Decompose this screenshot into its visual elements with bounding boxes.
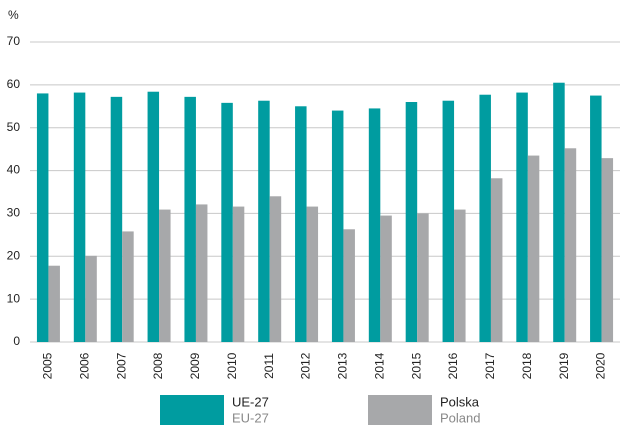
x-tick-label: 2017 bbox=[483, 352, 497, 379]
bar bbox=[343, 229, 355, 342]
x-tick-label: 2010 bbox=[225, 352, 239, 379]
bar bbox=[527, 155, 540, 342]
bar bbox=[295, 106, 307, 343]
bar bbox=[306, 206, 319, 342]
bar bbox=[331, 110, 344, 342]
bar bbox=[269, 196, 282, 342]
bar bbox=[48, 265, 60, 342]
bar bbox=[184, 96, 196, 342]
bar bbox=[232, 206, 245, 342]
x-tick-label: 2007 bbox=[114, 352, 128, 379]
x-tick-label: 2015 bbox=[409, 352, 423, 379]
x-tick-label: 2013 bbox=[336, 352, 350, 379]
bar bbox=[479, 94, 491, 342]
bar bbox=[490, 178, 503, 342]
legend-label: Polska bbox=[440, 394, 480, 409]
y-axis-label: % bbox=[8, 8, 19, 22]
bar bbox=[221, 102, 233, 342]
y-tick-label: 0 bbox=[13, 334, 20, 348]
y-tick-label: 20 bbox=[7, 248, 21, 262]
x-tick-label: 2008 bbox=[151, 352, 165, 379]
bar bbox=[380, 215, 392, 342]
bar bbox=[516, 92, 528, 342]
bar bbox=[73, 92, 86, 342]
legend-label: UE-27 bbox=[232, 394, 269, 409]
x-tick-label: 2005 bbox=[41, 352, 55, 379]
y-tick-label: 10 bbox=[7, 291, 21, 305]
bar bbox=[601, 158, 614, 342]
x-tick-label: 2012 bbox=[299, 352, 313, 379]
x-tick-label: 2009 bbox=[188, 352, 202, 379]
x-tick-label: 2011 bbox=[262, 353, 276, 379]
bar bbox=[147, 91, 160, 342]
x-tick-label: 2018 bbox=[520, 352, 534, 379]
bar bbox=[122, 231, 134, 342]
bar bbox=[110, 96, 123, 342]
y-tick-label: 60 bbox=[7, 77, 21, 91]
bar bbox=[159, 209, 171, 342]
y-tick-label: 50 bbox=[7, 120, 21, 134]
bar bbox=[36, 93, 49, 342]
bar bbox=[195, 204, 208, 342]
bar bbox=[590, 95, 602, 342]
y-tick-label: 70 bbox=[7, 34, 21, 48]
bar bbox=[368, 108, 381, 342]
bar bbox=[553, 82, 565, 342]
bar bbox=[454, 209, 466, 342]
legend-label-en: Poland bbox=[440, 410, 480, 425]
bar bbox=[405, 102, 418, 342]
bar bbox=[417, 213, 429, 342]
y-tick-label: 30 bbox=[7, 206, 21, 220]
bar bbox=[258, 100, 270, 342]
bar bbox=[564, 148, 577, 342]
x-tick-label: 2020 bbox=[594, 352, 608, 379]
legend-label-en: EU-27 bbox=[232, 410, 269, 425]
x-tick-label: 2016 bbox=[446, 352, 460, 379]
x-tick-label: 2014 bbox=[372, 352, 386, 379]
legend-swatch bbox=[160, 395, 224, 425]
bar bbox=[442, 100, 455, 342]
x-tick-label: 2019 bbox=[557, 352, 571, 379]
legend-swatch bbox=[368, 395, 432, 425]
x-tick-label: 2006 bbox=[77, 352, 91, 379]
y-tick-label: 40 bbox=[7, 163, 21, 177]
bar bbox=[85, 255, 97, 342]
